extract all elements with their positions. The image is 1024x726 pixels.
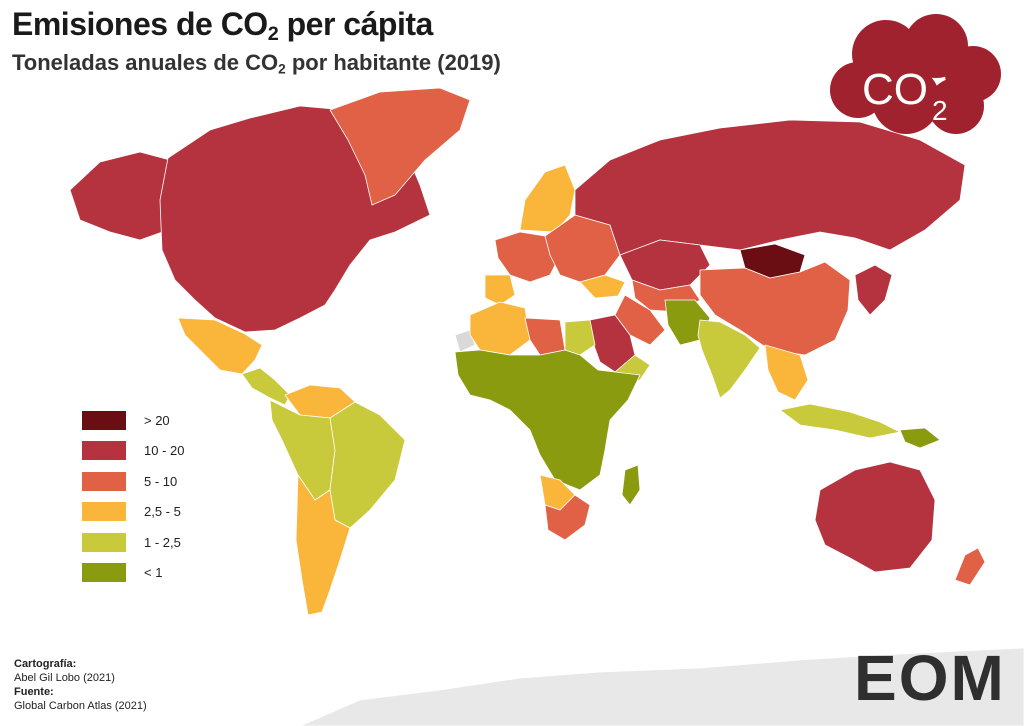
region-alaska xyxy=(69,151,171,241)
co2-logo-text: CO xyxy=(862,65,928,114)
co2-logo-subscript: 2 xyxy=(932,95,948,126)
region-india xyxy=(697,319,761,399)
credits-source-heading: Fuente: xyxy=(14,686,54,698)
legend-label: < 1 xyxy=(144,565,163,581)
map-subtitle: Toneladas anuales de CO2 por habitante (… xyxy=(12,49,501,77)
legend-swatch xyxy=(82,410,126,430)
region-madagascar xyxy=(621,464,641,506)
map-title: Emisiones de CO2 per cápita xyxy=(12,6,433,45)
region-iberia xyxy=(484,274,516,306)
region-greenland xyxy=(329,87,471,206)
region-new-zealand xyxy=(954,547,986,586)
region-china xyxy=(699,261,851,356)
legend-label: 1 - 2,5 xyxy=(144,534,181,550)
legend-label: 2,5 - 5 xyxy=(144,504,181,520)
legend-item: 1 - 2,5 xyxy=(82,527,184,558)
legend-item: 2,5 - 5 xyxy=(82,497,184,528)
region-southeast-asia xyxy=(764,344,809,401)
region-north-africa-algeria xyxy=(469,301,531,356)
region-papua xyxy=(899,427,941,449)
legend-item: 5 - 10 xyxy=(82,466,184,497)
legend-swatch xyxy=(82,471,126,491)
region-libya xyxy=(524,317,566,356)
region-central-america xyxy=(241,367,291,406)
legend-item: < 1 xyxy=(82,558,184,589)
region-russia xyxy=(574,119,966,256)
region-sahel-central-africa xyxy=(454,349,641,491)
cloud-icon xyxy=(830,14,1001,134)
eom-logo-text: EOM xyxy=(854,642,1006,706)
region-egypt xyxy=(564,319,596,356)
credits-carto-heading: Cartografía: xyxy=(14,658,77,670)
credits-carto-author: Abel Gil Lobo (2021) xyxy=(14,672,115,684)
title-block: Emisiones de CO2 per cápita Toneladas an… xyxy=(12,6,501,76)
legend-item: > 20 xyxy=(82,405,184,436)
legend-label: 5 - 10 xyxy=(144,473,178,489)
legend-label: > 20 xyxy=(144,412,170,428)
region-indonesia xyxy=(779,403,901,439)
legend: > 20 10 - 20 5 - 10 2,5 - 5 1 - 2,5 < 1 xyxy=(82,405,184,588)
eom-logo: EOM xyxy=(854,642,1006,706)
region-argentina-chile xyxy=(295,474,351,616)
legend-swatch xyxy=(82,563,126,583)
credits: Cartografía: Abel Gil Lobo (2021) Fuente… xyxy=(14,657,147,713)
region-brazil xyxy=(329,401,406,529)
region-turkey xyxy=(579,274,626,299)
region-mexico xyxy=(177,317,263,375)
legend-swatch xyxy=(82,502,126,522)
region-australia xyxy=(814,461,936,573)
co2-cloud-logo: CO 2 xyxy=(830,14,1001,134)
region-korea-japan xyxy=(854,264,893,316)
legend-item: 10 - 20 xyxy=(82,436,184,467)
region-southern-africa xyxy=(544,494,591,541)
legend-swatch xyxy=(82,532,126,552)
credits-source-name: Global Carbon Atlas (2021) xyxy=(14,700,147,712)
legend-label: 10 - 20 xyxy=(144,443,185,459)
legend-swatch xyxy=(82,441,126,461)
region-antarctica xyxy=(299,647,1024,726)
region-western-europe xyxy=(494,231,561,283)
